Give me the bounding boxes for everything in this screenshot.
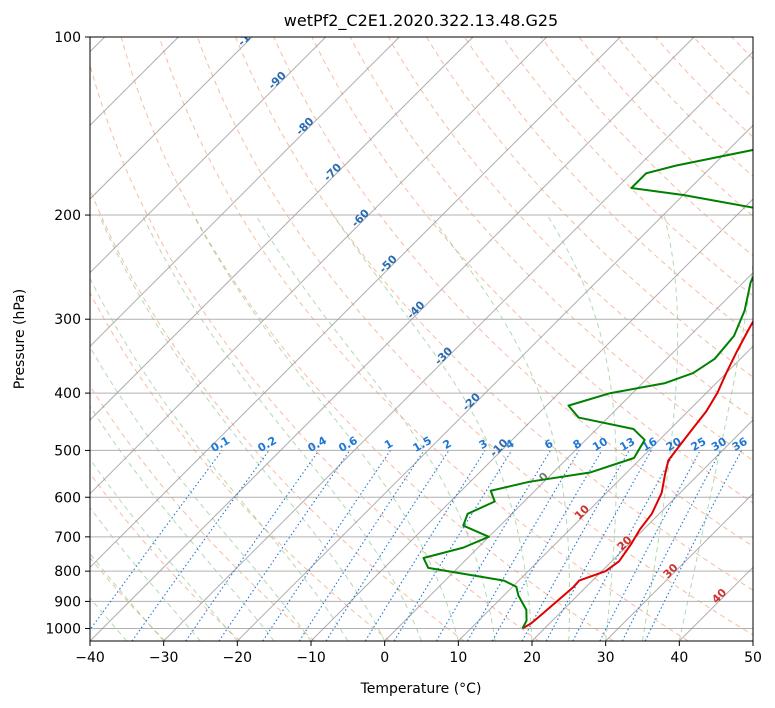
y-tick-label: 900 (54, 594, 81, 610)
dry-adiabat (502, 37, 753, 297)
dry-adiabat (464, 37, 753, 337)
moist-adiabat (90, 597, 128, 641)
y-tick-label: 800 (54, 564, 81, 580)
dry-adiabat (90, 188, 465, 641)
mixing-ratio-line (298, 450, 425, 641)
dry-adiabat (349, 37, 753, 462)
mixing-ratio-line (131, 450, 270, 641)
moist-adiabat (193, 214, 459, 641)
moist-adiabat (90, 277, 349, 641)
x-tick-label: 10 (449, 650, 467, 666)
moist-adiabat (332, 214, 533, 641)
x-tick-label: −20 (223, 650, 253, 666)
moist-adiabat (90, 458, 238, 641)
mixing-ratio-line (218, 450, 351, 641)
dry-adiabat (235, 37, 753, 591)
isotherm (90, 37, 548, 495)
mixing-ratio-line (262, 450, 391, 641)
moist-adiabat (255, 214, 496, 641)
isotherm-label: -100 (235, 20, 264, 49)
moist-adiabat (678, 260, 753, 641)
dewpoint-line (422, 148, 753, 629)
x-tick-label: 20 (523, 650, 541, 666)
dry-adiabat (90, 384, 316, 641)
temperature-line (521, 319, 753, 630)
y-tick-label: 300 (54, 312, 81, 328)
y-tick-label: 600 (54, 490, 81, 506)
x-tick-label: −10 (296, 650, 326, 666)
x-tick-label: −30 (149, 650, 179, 666)
dry-adiabat (387, 37, 753, 420)
isotherm (310, 198, 753, 641)
chart-title: wetPf2_C2E1.2020.322.13.48.G25 (284, 11, 558, 31)
y-tick-label: 100 (54, 30, 81, 46)
axes: −40 −30 −20 −10 0 10 20 30 40 50 100 200 300 400 500 60… (45, 30, 762, 666)
mixing-ratio-line (545, 450, 652, 641)
moist-adiabat (90, 552, 165, 641)
x-tick-label: 50 (744, 650, 762, 666)
y-tick-label: 400 (54, 386, 81, 402)
x-tick-label: 0 (380, 650, 389, 666)
y-tick-label: 1000 (45, 621, 81, 637)
isotherm (163, 50, 753, 641)
isotherm (457, 345, 753, 641)
moist-adiabat (90, 346, 312, 641)
dry-adiabat (90, 472, 241, 641)
mixing-ratio-line (185, 450, 320, 641)
x-tick-label: 30 (597, 650, 615, 666)
mixing-ratio-line (521, 450, 630, 641)
mixing-ratio-line (393, 450, 513, 641)
plot-frame (89, 36, 754, 642)
dry-adiabat (120, 37, 614, 641)
moist-adiabat (642, 214, 679, 641)
isotherm (90, 37, 621, 569)
mixing-ratio-line (325, 450, 450, 641)
isotherm (90, 37, 474, 421)
dry-adiabat (90, 62, 540, 641)
x-tick-label: 40 (670, 650, 688, 666)
mixing-ratio-line (621, 450, 722, 641)
y-tick-label: 200 (54, 208, 81, 224)
x-axis-label: Temperature (°C) (360, 681, 482, 697)
y-tick-label: 700 (54, 530, 81, 546)
dry-adiabat (90, 556, 166, 641)
mixing-ratio-line (572, 450, 677, 641)
isotherm (90, 37, 327, 274)
series-layer (422, 148, 753, 630)
isotherm (605, 492, 753, 641)
mixing-ratio-line (644, 450, 742, 641)
dry-adiabat (158, 37, 689, 641)
moist-adiabat (141, 214, 422, 641)
moist-adiabat (546, 214, 617, 641)
isotherm (384, 271, 753, 641)
isotherm (90, 37, 400, 348)
isotherm (90, 37, 253, 200)
isotherm (236, 124, 753, 641)
y-tick-label: 500 (54, 443, 81, 459)
isotherm (90, 37, 695, 641)
x-tick-label: −40 (75, 650, 105, 666)
mixing-ratio-line (90, 450, 223, 631)
dry-adiabat (90, 291, 390, 641)
dry-adiabat (311, 37, 753, 504)
y-axis-label: Pressure (hPa) (12, 289, 28, 389)
